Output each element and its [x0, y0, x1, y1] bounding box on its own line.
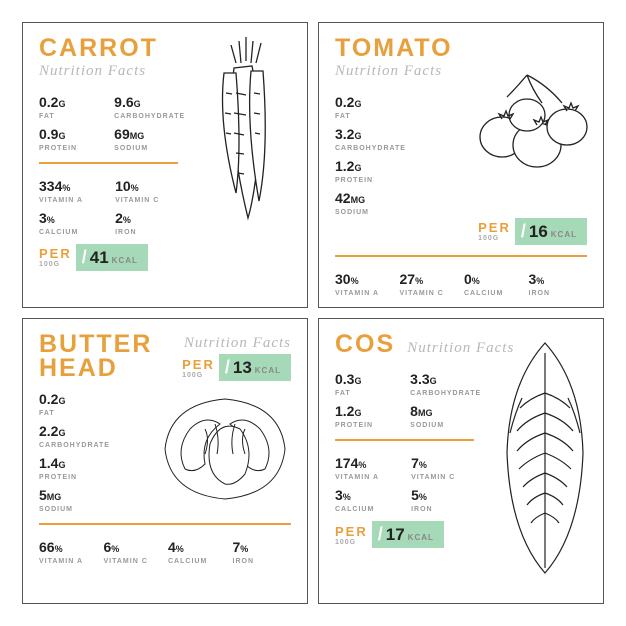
card-cos: COS Nutrition Facts 0.3GFAT 3.3GCARBOHYD…	[318, 318, 604, 604]
macro-stats: 0.3GFAT 3.3GCARBOHYDRATE 1.2GPROTEIN 8MG…	[335, 371, 481, 429]
per-block: PER100G	[335, 524, 368, 546]
per-block: PER100G	[39, 246, 72, 268]
butterhead-illustration	[155, 389, 295, 509]
stat-protein: 1.2GPROTEIN	[335, 403, 404, 429]
divider	[39, 523, 291, 525]
divider	[335, 439, 474, 441]
card-subtitle: Nutrition Facts	[182, 335, 291, 352]
card-title-l2: HEAD	[39, 357, 152, 381]
stat-vita: 30%VITAMIN A	[335, 271, 394, 297]
stat-vitc: 27%VITAMIN C	[400, 271, 459, 297]
stat-carb: 2.2GCARBOHYDRATE	[39, 423, 152, 449]
tomato-illustration	[467, 67, 597, 177]
stat-vitc: 10%VITAMIN C	[115, 178, 185, 204]
macro-stats: 0.2GFAT 9.6GCARBOHYDRATE 0.9GPROTEIN 69M…	[39, 94, 185, 152]
cos-illustration	[495, 333, 595, 578]
macro-stats: 0.2GFAT 2.2GCARBOHYDRATE 1.4GPROTEIN 5MG…	[39, 391, 152, 513]
stat-iron: 2%IRON	[115, 210, 185, 236]
carrot-illustration	[196, 33, 301, 233]
infographic-grid: CARROT Nutrition Facts 0.2GFAT 9.6GCARBO…	[22, 22, 604, 604]
kcal-badge: /17KCAL	[372, 521, 444, 548]
stat-carb: 9.6GCARBOHYDRATE	[114, 94, 185, 120]
stat-sodium: 8MGSODIUM	[410, 403, 481, 429]
stat-fat: 0.2GFAT	[39, 391, 152, 417]
kcal-row: PER100G /13KCAL	[182, 354, 291, 381]
card-carrot: CARROT Nutrition Facts 0.2GFAT 9.6GCARBO…	[22, 22, 308, 308]
stat-sodium: 42MGSODIUM	[335, 190, 448, 216]
stat-carb: 3.2GCARBOHYDRATE	[335, 126, 448, 152]
stat-calcium: 3%CALCIUM	[39, 210, 109, 236]
stat-vita: 334%VITAMIN A	[39, 178, 109, 204]
vitamin-stats: 334%VITAMIN A 10%VITAMIN C 3%CALCIUM 2%I…	[39, 178, 185, 236]
stat-iron: 5%IRON	[411, 487, 481, 513]
stat-carb: 3.3GCARBOHYDRATE	[410, 371, 481, 397]
card-butterhead: BUTTER HEAD Nutrition Facts PER100G /13K…	[22, 318, 308, 604]
kcal-row: PER100G /41KCAL	[39, 244, 291, 271]
stat-protein: 1.4GPROTEIN	[39, 455, 152, 481]
stat-protein: 1.2GPROTEIN	[335, 158, 448, 184]
kcal-badge: /16KCAL	[515, 218, 587, 245]
vitamin-stats: 30%VITAMIN A 27%VITAMIN C 0%CALCIUM 3%IR…	[335, 271, 587, 297]
kcal-badge: /41KCAL	[76, 244, 148, 271]
stat-calcium: 0%CALCIUM	[464, 271, 523, 297]
divider	[39, 162, 178, 164]
stat-calcium: 4%CALCIUM	[168, 539, 227, 565]
card-title: COS	[335, 333, 395, 357]
stat-fat: 0.2GFAT	[335, 94, 448, 120]
vitamin-stats: 66%VITAMIN A 6%VITAMIN C 4%CALCIUM 7%IRO…	[39, 539, 291, 565]
stat-sodium: 69MGSODIUM	[114, 126, 185, 152]
stat-vita: 66%VITAMIN A	[39, 539, 98, 565]
stat-fat: 0.2GFAT	[39, 94, 108, 120]
card-title: TOMATO	[335, 37, 587, 61]
stat-iron: 7%IRON	[233, 539, 292, 565]
stat-iron: 3%IRON	[529, 271, 588, 297]
per-block: PER100G	[182, 357, 215, 379]
stat-vitc: 7%VITAMIN C	[411, 455, 481, 481]
per-block: PER100G	[478, 220, 511, 242]
stat-calcium: 3%CALCIUM	[335, 487, 405, 513]
stat-vita: 174%VITAMIN A	[335, 455, 405, 481]
stat-sodium: 5MGSODIUM	[39, 487, 152, 513]
stat-fat: 0.3GFAT	[335, 371, 404, 397]
stat-vitc: 6%VITAMIN C	[104, 539, 163, 565]
kcal-row: PER100G /16KCAL	[335, 218, 587, 245]
vitamin-stats: 174%VITAMIN A 7%VITAMIN C 3%CALCIUM 5%IR…	[335, 455, 481, 513]
divider	[335, 255, 587, 257]
stat-protein: 0.9GPROTEIN	[39, 126, 108, 152]
macro-stats: 0.2GFAT 3.2GCARBOHYDRATE 1.2GPROTEIN 42M…	[335, 94, 448, 216]
kcal-badge: /13KCAL	[219, 354, 291, 381]
card-tomato: TOMATO Nutrition Facts 0.2GFAT 3.2GCARBO…	[318, 22, 604, 308]
